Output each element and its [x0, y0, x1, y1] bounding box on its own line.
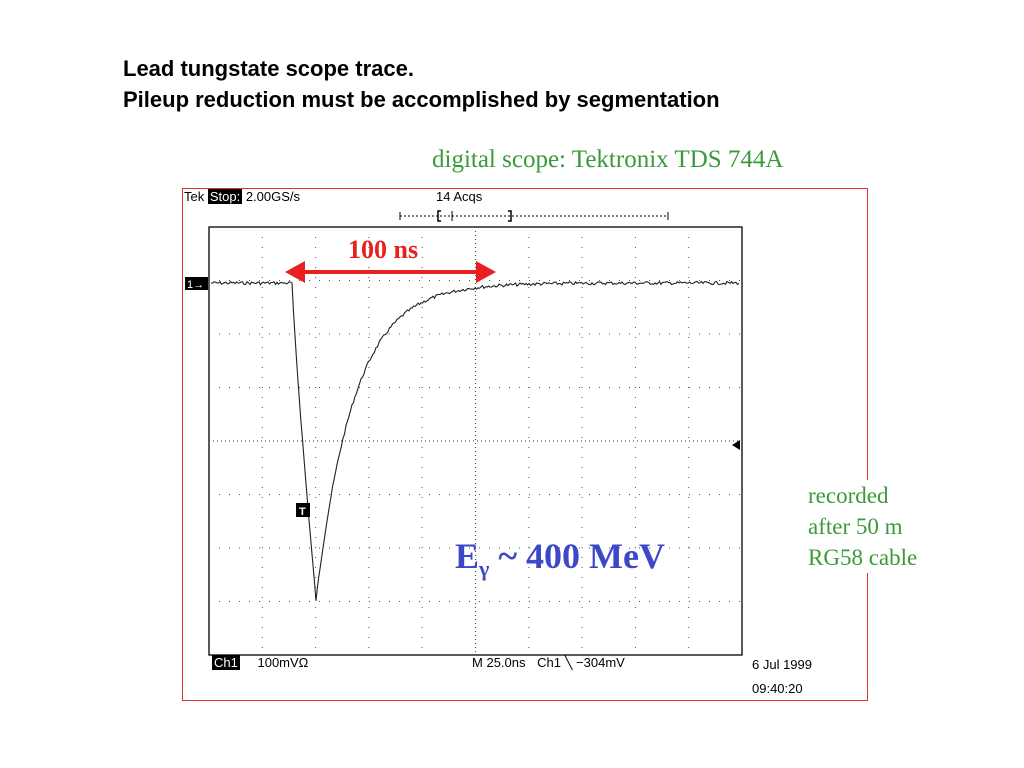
recording-note: recorded after 50 m RG58 cable: [808, 480, 922, 573]
slide-title-line-2: Pileup reduction must be accomplished by…: [123, 87, 720, 112]
timebase-label: M 25.0ns: [472, 655, 526, 670]
volts-per-div-label: 100mVΩ: [257, 655, 309, 670]
trigger-level-marker-label: T: [299, 506, 306, 518]
duration-arrow-right-head: [476, 261, 496, 283]
brand-label: Tek: [184, 189, 205, 204]
trigger-settings-label: Ch1 ╲ −304mV: [537, 655, 625, 670]
ch1-ground-marker-label: 1→: [187, 279, 204, 291]
duration-label: 100 ns: [348, 235, 418, 264]
acq-state-label: Stop:: [207, 189, 243, 204]
ch1-ground-marker: [185, 277, 208, 290]
energy-annotation: Eγ ~ 400 MeV: [455, 535, 665, 582]
energy-subscript: γ: [479, 556, 490, 582]
scope-settings-line: Ch1 100mVΩ M 25.0ns Ch1 ╲ −304mV: [212, 655, 625, 671]
scope-label: digital scope: Tektronix TDS 744A: [432, 146, 784, 173]
trigger-level-arrow: [732, 440, 740, 450]
screenshot-frame: [182, 188, 868, 701]
energy-value: ~ 400 MeV: [489, 536, 665, 576]
waveform-trace: [210, 280, 740, 601]
slide-title-line-1: Lead tungstate scope trace.: [123, 56, 414, 81]
trigger-level-marker: [296, 503, 310, 517]
graticule-grid: [209, 227, 742, 655]
channel-label: Ch1: [212, 655, 240, 670]
energy-symbol: E: [455, 536, 480, 576]
recording-note-line-2: after 50 m: [808, 514, 903, 539]
capture-time: 09:40:20: [752, 681, 803, 696]
recording-note-line-1: recorded: [808, 483, 889, 508]
duration-arrow-left-head: [285, 261, 305, 283]
scope-status-line: Tek Stop: 2.00GS/s: [184, 189, 300, 204]
acquisitions-label: 14 Acqs: [436, 189, 483, 204]
record-bracket-right: [508, 210, 512, 222]
record-bracket-left: [437, 210, 441, 222]
capture-date: 6 Jul 1999: [752, 657, 812, 672]
recording-note-line-3: RG58 cable: [808, 545, 918, 570]
sample-rate-label: 2.00GS/s: [245, 189, 301, 204]
